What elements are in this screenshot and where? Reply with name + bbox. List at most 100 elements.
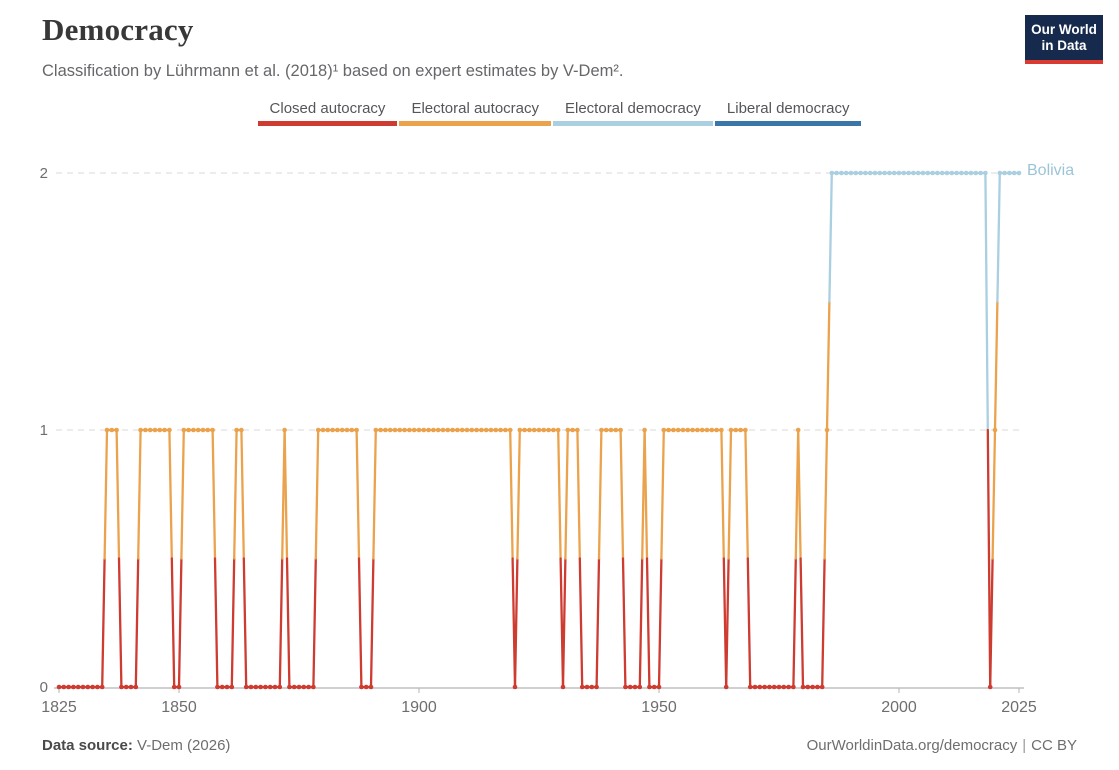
data-point bbox=[133, 684, 139, 690]
data-line-segment bbox=[578, 557, 584, 689]
data-line-segment bbox=[134, 557, 140, 689]
data-point bbox=[575, 427, 580, 433]
data-point bbox=[339, 427, 345, 433]
data-point bbox=[1002, 170, 1007, 176]
data-point bbox=[699, 427, 705, 433]
data-point bbox=[517, 427, 523, 433]
data-line-segment bbox=[170, 557, 176, 689]
data-point bbox=[195, 427, 201, 433]
data-point bbox=[315, 427, 321, 433]
data-point bbox=[435, 427, 441, 433]
data-point bbox=[522, 427, 527, 433]
data-point bbox=[56, 684, 62, 690]
data-point bbox=[215, 684, 220, 690]
data-point bbox=[757, 684, 763, 690]
legend-label: Electoral democracy bbox=[565, 100, 701, 117]
data-point bbox=[954, 170, 959, 176]
data-point bbox=[330, 427, 335, 433]
data-line-segment bbox=[372, 428, 377, 560]
data-point bbox=[248, 684, 254, 690]
data-point bbox=[671, 427, 676, 433]
chart-subtitle: Classification by Lührmann et al. (2018)… bbox=[42, 62, 624, 80]
data-point bbox=[939, 170, 945, 176]
legend-color-bar bbox=[399, 121, 551, 126]
data-point bbox=[963, 170, 969, 176]
data-point bbox=[147, 427, 153, 433]
data-line-segment bbox=[643, 428, 649, 560]
data-point bbox=[901, 170, 907, 176]
data-point bbox=[675, 427, 681, 433]
data-point bbox=[119, 684, 124, 690]
data-line-segment bbox=[117, 557, 123, 689]
data-point bbox=[311, 684, 316, 690]
legend-color-bar bbox=[714, 121, 862, 126]
data-line-segment bbox=[621, 557, 627, 689]
data-point bbox=[824, 427, 830, 433]
data-line-segment bbox=[991, 428, 997, 560]
data-line-segment bbox=[996, 171, 1001, 303]
data-point bbox=[325, 427, 331, 433]
data-line-segment bbox=[576, 428, 581, 560]
data-point bbox=[589, 684, 595, 690]
data-point bbox=[743, 427, 748, 433]
legend-label: Liberal democracy bbox=[726, 100, 850, 117]
data-point bbox=[709, 427, 715, 433]
data-point bbox=[843, 170, 849, 176]
legend-item-liberal-democracy: Liberal democracy bbox=[714, 100, 862, 126]
data-point bbox=[637, 684, 643, 690]
data-point bbox=[819, 684, 825, 690]
data-line-segment bbox=[984, 171, 989, 432]
data-line-segment bbox=[595, 557, 601, 689]
data-point bbox=[685, 427, 691, 433]
data-line-segment bbox=[314, 428, 320, 560]
data-point bbox=[992, 427, 998, 433]
data-point bbox=[162, 427, 167, 433]
data-point bbox=[239, 427, 244, 433]
data-point bbox=[853, 170, 859, 176]
data-point bbox=[282, 427, 287, 433]
y-tick-label: 0 bbox=[40, 679, 48, 696]
data-point bbox=[695, 427, 700, 433]
data-point bbox=[440, 427, 446, 433]
data-line-segment bbox=[211, 428, 217, 560]
x-tick-label: 1850 bbox=[161, 699, 197, 716]
data-point bbox=[613, 427, 619, 433]
data-point bbox=[80, 684, 86, 690]
data-point bbox=[205, 427, 211, 433]
data-point bbox=[416, 427, 422, 433]
data-point bbox=[464, 427, 470, 433]
data-point bbox=[632, 684, 638, 690]
data-line-segment bbox=[230, 557, 236, 689]
data-point bbox=[815, 684, 820, 690]
data-point bbox=[85, 684, 91, 690]
data-line-segment bbox=[561, 557, 567, 689]
attribution-separator: | bbox=[1022, 737, 1027, 754]
legend-item-electoral-democracy: Electoral democracy bbox=[553, 100, 713, 126]
data-line-segment bbox=[744, 428, 749, 560]
chart-area: 1825 1850 1900 1950 2000 2025 0 1 2 Bolivia bbox=[0, 148, 1119, 728]
data-point bbox=[488, 427, 494, 433]
data-point bbox=[762, 684, 767, 690]
data-line-segment bbox=[137, 428, 142, 560]
data-point bbox=[738, 427, 743, 433]
data-point bbox=[474, 427, 479, 433]
data-point bbox=[599, 427, 604, 433]
data-point bbox=[834, 170, 839, 176]
data-point bbox=[277, 684, 283, 690]
owid-url: OurWorldinData.org/democracy bbox=[806, 737, 1018, 754]
data-line-segment bbox=[597, 428, 603, 560]
data-point bbox=[210, 427, 215, 433]
data-point bbox=[181, 427, 187, 433]
data-point bbox=[666, 427, 671, 433]
data-point bbox=[90, 684, 95, 690]
data-point bbox=[263, 684, 268, 690]
data-point bbox=[987, 684, 993, 690]
x-tick-label: 1825 bbox=[41, 699, 77, 716]
data-point bbox=[407, 427, 412, 433]
data-point bbox=[493, 427, 499, 433]
data-point bbox=[747, 684, 753, 690]
data-point bbox=[378, 427, 383, 433]
data-point bbox=[455, 427, 460, 433]
data-point bbox=[935, 170, 940, 176]
legend-label: Closed autocracy bbox=[269, 100, 386, 117]
